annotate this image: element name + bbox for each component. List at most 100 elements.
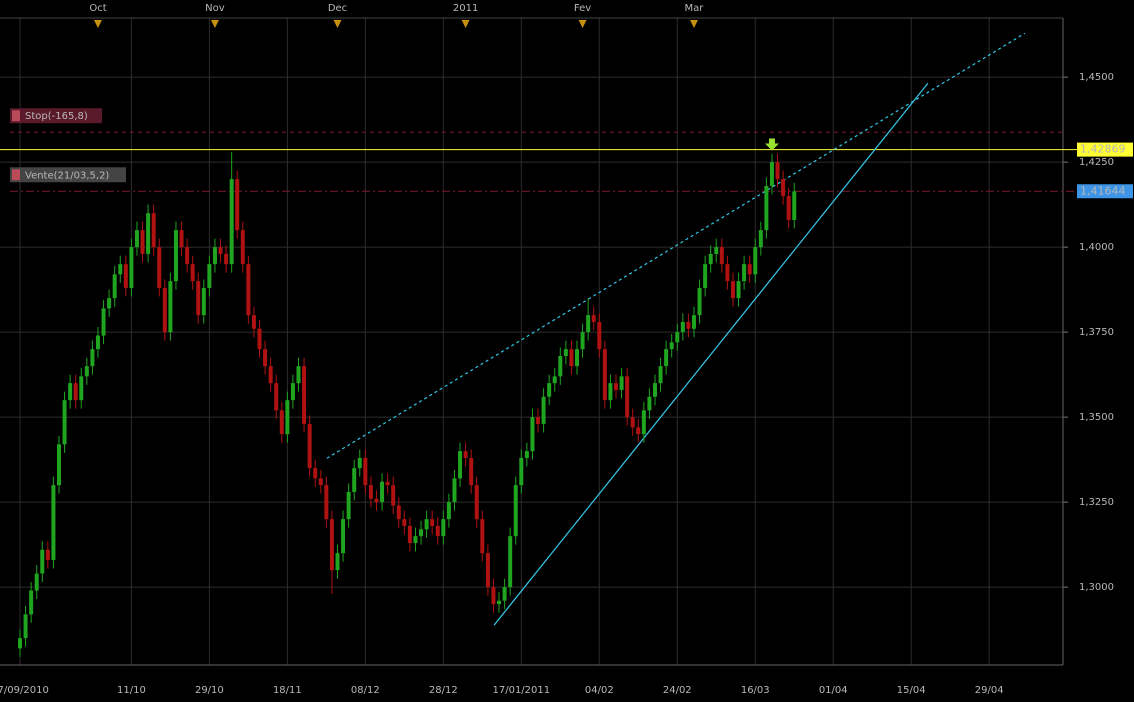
candle-body	[419, 529, 424, 537]
y-tick-label: 1,4250	[1079, 157, 1114, 168]
candle-body	[441, 519, 446, 537]
candle-body	[569, 349, 574, 367]
candle-body	[218, 247, 223, 254]
candle-body	[190, 264, 195, 282]
candle-body	[140, 230, 145, 254]
month-marker	[461, 20, 470, 28]
candle-body	[168, 281, 173, 333]
candle-body	[101, 308, 106, 336]
x-tick-label: 29/10	[195, 685, 224, 696]
annotation-text: Vente(21/03,5,2)	[25, 170, 109, 181]
candle-body	[647, 396, 652, 411]
x-tick-label: 11/10	[117, 685, 146, 696]
candle-body	[112, 274, 117, 299]
candle-body	[307, 423, 312, 469]
candle-body	[73, 383, 78, 401]
month-label: Mar	[685, 3, 705, 14]
candle-body	[363, 457, 368, 486]
y-tick-label: 1,3250	[1079, 497, 1114, 508]
annotation-box	[10, 167, 126, 183]
candle-body	[686, 321, 691, 329]
candle-body	[714, 247, 719, 254]
candle-body	[630, 417, 635, 428]
candle-body	[792, 191, 797, 220]
candle-body	[201, 287, 206, 316]
candle-body	[352, 468, 357, 492]
candle-body	[40, 549, 45, 574]
candle-body	[519, 457, 524, 486]
candle-body	[708, 253, 713, 265]
candle-body	[196, 281, 201, 316]
candle-body	[753, 247, 758, 275]
y-tick-label: 1,3500	[1079, 412, 1114, 423]
candle-body	[313, 468, 318, 479]
candle-body	[469, 457, 474, 486]
x-tick-label: 07/09/2010	[0, 685, 49, 696]
candle-body	[402, 519, 407, 526]
candle-body	[619, 376, 624, 390]
annotation-text: Stop(-165,8)	[25, 111, 88, 122]
candle-body	[385, 481, 390, 486]
candle-body	[524, 451, 529, 458]
candle-body	[285, 400, 290, 435]
candle-body	[185, 247, 190, 265]
candle-body	[162, 287, 167, 333]
candle-body	[703, 264, 708, 288]
candle-body	[374, 498, 379, 503]
month-marker	[210, 20, 219, 28]
y-tick-label: 1,4000	[1079, 242, 1114, 253]
candle-body	[602, 349, 607, 401]
candle-body	[129, 247, 134, 288]
candle-body	[23, 614, 28, 639]
candle-body	[251, 315, 256, 329]
candle-body	[257, 328, 262, 350]
candle-body	[95, 335, 100, 350]
candle-body	[62, 400, 67, 445]
annotation-box	[10, 108, 102, 124]
candle-body	[51, 485, 56, 560]
candle-body	[157, 247, 162, 288]
x-tick-label: 16/03	[741, 685, 770, 696]
candle-body	[580, 332, 585, 350]
candle-body	[179, 230, 184, 248]
candle-body	[290, 383, 295, 401]
candle-body	[45, 549, 50, 560]
candle-body	[430, 519, 435, 526]
candle-body	[742, 264, 747, 282]
x-tick-label: 01/04	[819, 685, 848, 696]
level-label-box	[1077, 142, 1133, 157]
candle-body	[781, 179, 786, 197]
candle-body	[736, 281, 741, 299]
x-tick-label: 18/11	[273, 685, 302, 696]
candle-body	[591, 315, 596, 322]
candle-body	[485, 553, 490, 588]
candle-body	[697, 287, 702, 316]
candle-body	[229, 179, 234, 265]
annotation-icon	[12, 110, 20, 122]
candle-body	[474, 485, 479, 520]
x-tick-label: 08/12	[351, 685, 380, 696]
candle-body	[680, 321, 685, 333]
candle-body	[769, 162, 774, 186]
candle-body	[56, 444, 61, 486]
candle-body	[586, 315, 591, 333]
candle-body	[575, 349, 580, 367]
candle-body	[151, 213, 156, 248]
y-tick-label: 1,3750	[1079, 327, 1114, 338]
candle-body	[173, 230, 178, 282]
candle-body	[424, 519, 429, 530]
candle-body	[396, 505, 401, 520]
candle-body	[513, 485, 518, 537]
candle-body	[302, 366, 307, 424]
candle-body	[346, 491, 351, 520]
candle-body	[246, 264, 251, 316]
candle-body	[775, 162, 780, 180]
x-tick-label: 24/02	[663, 685, 692, 696]
candle-body	[407, 525, 412, 543]
signal-arrow	[764, 138, 779, 151]
candle-body	[491, 587, 496, 605]
candle-body	[452, 478, 457, 503]
candle-body	[764, 185, 769, 231]
candle-body	[675, 332, 680, 343]
